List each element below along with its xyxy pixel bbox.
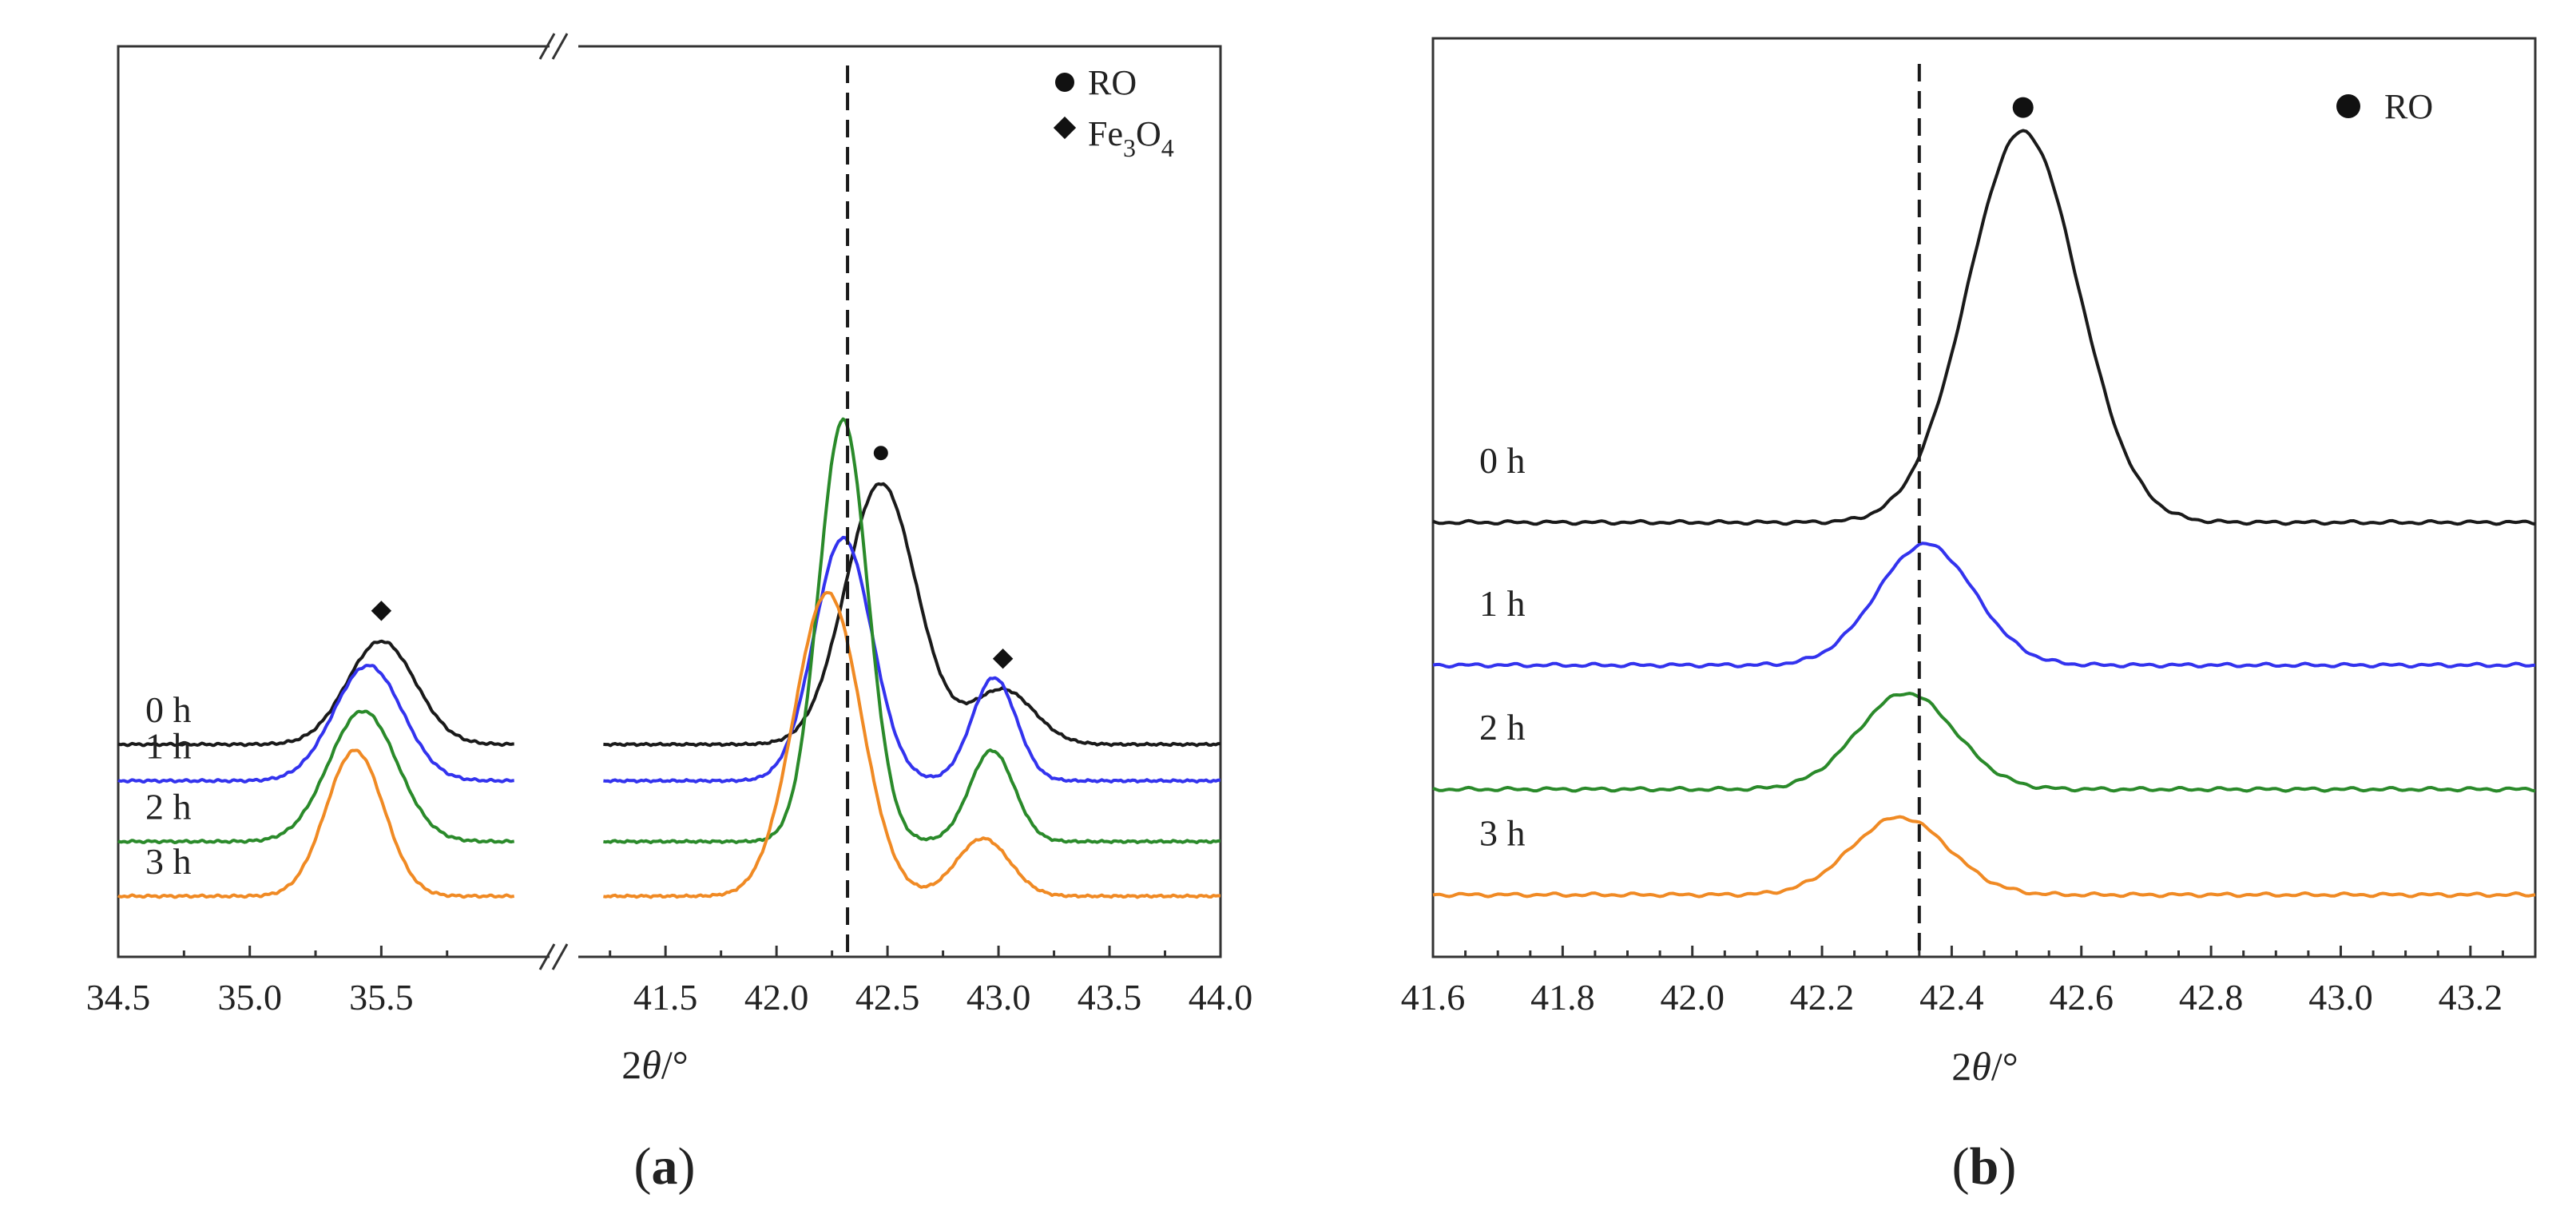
x-tick-label: 35.0 [217, 977, 282, 1018]
panel-b-chart: 0 h 1 h 2 h 3 h 41.6 41.8 42.0 42.2 42.4 42.6 42.… [1401, 37, 2537, 1196]
series-line [1432, 129, 2536, 526]
x-tick-label: 43.5 [1078, 977, 1142, 1018]
peak-marker-circle [2012, 97, 2034, 118]
panel-b-x-axis-title: 2θ/° [1951, 1044, 2018, 1089]
x-tick-label: 41.6 [1401, 977, 1466, 1018]
legend-circle-marker [2336, 94, 2360, 118]
x-tick-label: 42.4 [1919, 977, 1984, 1018]
x-tick-label: 44.0 [1189, 977, 1253, 1018]
x-tick-label: 42.5 [855, 977, 920, 1018]
series-line [117, 709, 515, 845]
panel-b-x-ticks: 41.6 41.8 42.0 42.2 42.4 42.6 42.8 43.0 43.2 [1401, 946, 2537, 1018]
legend-fe3o4-label: Fe3O4 [1088, 114, 1174, 162]
legend-ro-label: RO [2384, 87, 2433, 126]
x-tick-label: 34.5 [86, 977, 151, 1018]
x-tick-label: 43.0 [966, 977, 1031, 1018]
trace-label: 1 h [145, 726, 192, 767]
x-tick-label: 42.0 [1660, 977, 1725, 1018]
trace-label: 0 h [145, 689, 192, 730]
series-line [117, 748, 515, 899]
panel-a-x-ticks: 34.5 35.0 35.5 41.5 42.0 42.5 43.0 43.5 44.0 [86, 946, 1253, 1018]
series-line [117, 664, 514, 784]
x-tick-label: 43.2 [2439, 977, 2503, 1018]
trace-label: 3 h [1479, 812, 1526, 853]
peak-marker-circle [873, 446, 888, 461]
x-tick-label: 43.0 [2308, 977, 2373, 1018]
x-tick-label: 42.6 [2050, 977, 2114, 1018]
legend-ro-label: RO [1088, 63, 1137, 102]
panel-a-chart: 0 h1 h 2 h 3 h 34.5 35.0 35.5 41.5 42.0 42.5 43.… [86, 33, 1253, 1196]
panel-b-legend: RO [2336, 87, 2433, 126]
panel-a-caption: (a) [634, 1137, 696, 1196]
series-line [603, 482, 1221, 748]
panel-a-legend: RO Fe3O4 [1053, 63, 1174, 162]
axis-break-mark [551, 943, 569, 970]
x-tick-label: 41.5 [633, 977, 698, 1018]
trace-label: 1 h [1479, 583, 1526, 624]
series-line [1432, 542, 2536, 669]
axis-break-mark [538, 33, 556, 60]
axis-break-mark [538, 943, 556, 970]
panel-a-plot-frame [117, 45, 1222, 958]
axis-break-mark [551, 33, 569, 60]
series-line [603, 591, 1221, 899]
trace-label: 3 h [145, 841, 192, 882]
panel-a-series-group: 0 h1 h 2 h 3 h [117, 65, 1221, 957]
trace-label: 2 h [145, 787, 192, 827]
trace-label: 2 h [1479, 707, 1526, 748]
panel-a-axis-break [538, 33, 578, 970]
x-tick-label: 35.5 [349, 977, 414, 1018]
panel-b-series-group: 0 h 1 h 2 h 3 h [1432, 64, 2536, 957]
series-line [1432, 692, 2536, 793]
x-tick-label: 42.0 [744, 977, 809, 1018]
panel-b-caption: (b) [1952, 1137, 2017, 1196]
legend-circle-marker [1055, 73, 1074, 92]
panel-a-x-axis-title: 2θ/° [621, 1042, 688, 1087]
peak-marker-diamond [371, 601, 392, 621]
series-line [603, 417, 1221, 845]
trace-label: 0 h [1479, 440, 1526, 481]
series-line [117, 639, 514, 748]
x-tick-label: 41.8 [1530, 977, 1595, 1018]
x-tick-label: 42.2 [1790, 977, 1855, 1018]
legend-diamond-marker [1053, 116, 1077, 140]
series-line [603, 535, 1221, 784]
series-line [1432, 815, 2536, 899]
x-tick-label: 42.8 [2179, 977, 2244, 1018]
